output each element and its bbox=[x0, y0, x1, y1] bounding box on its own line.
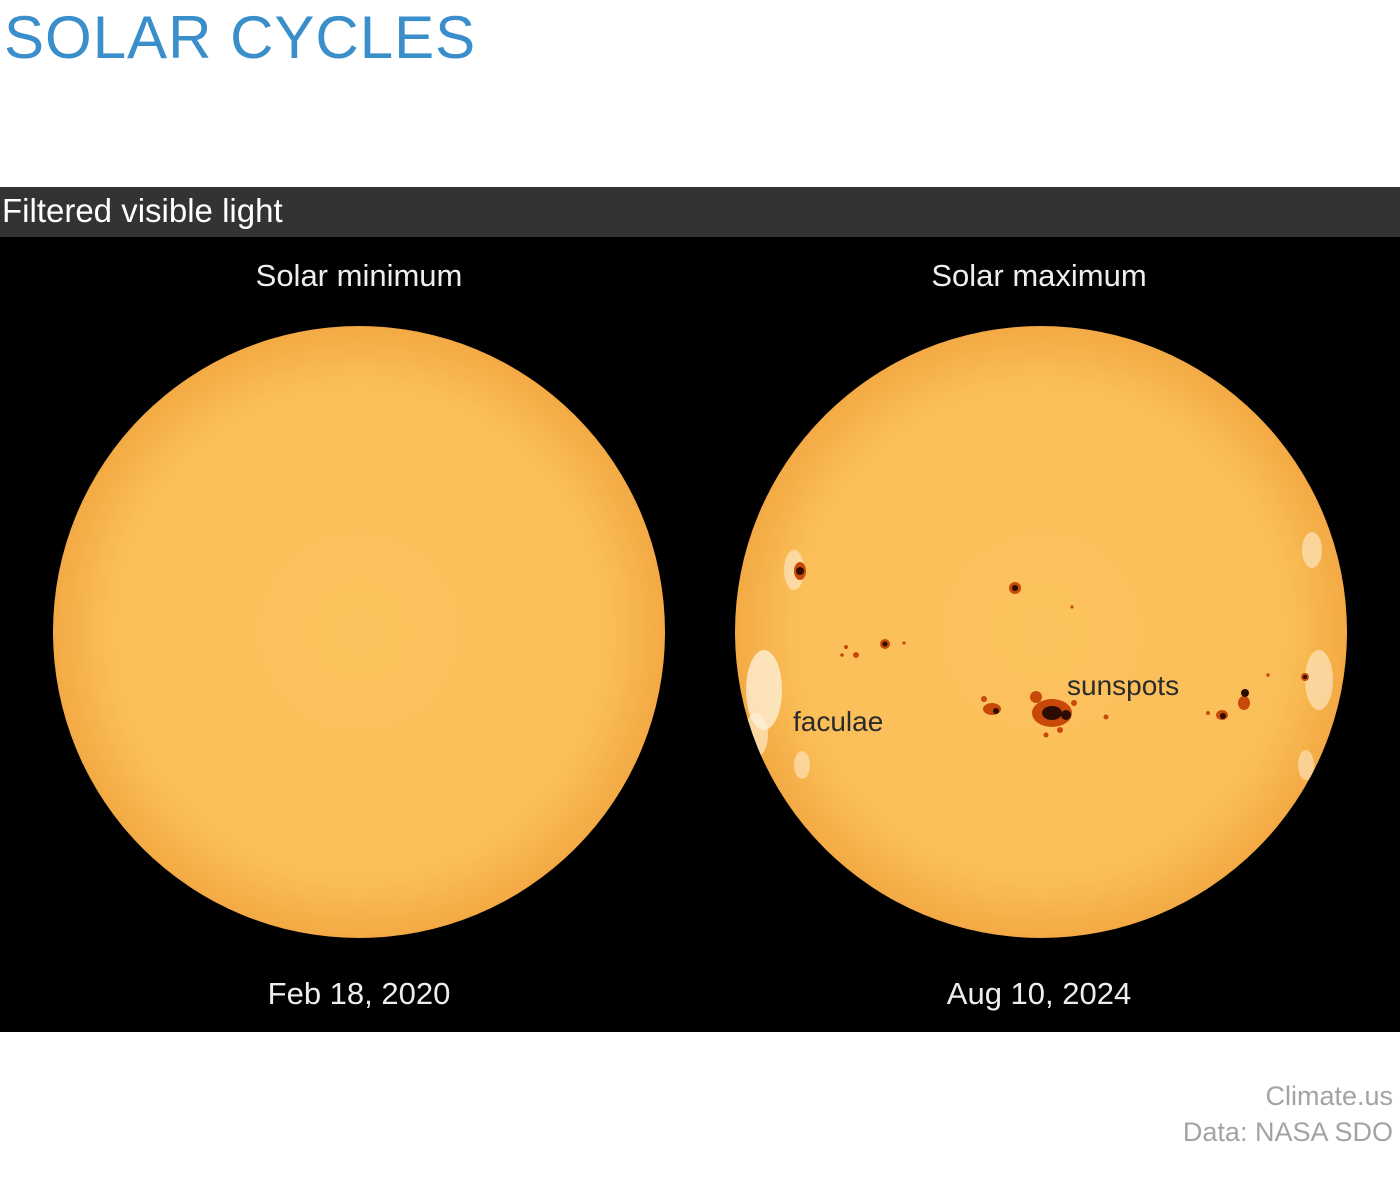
sunspots-label: sunspots bbox=[1067, 670, 1180, 701]
sunspot-groups bbox=[794, 562, 1309, 738]
sun-image-maximum bbox=[734, 325, 1348, 939]
solar-maximum-date: Aug 10, 2024 bbox=[946, 976, 1132, 1011]
solar-minimum-heading: Solar minimum bbox=[255, 258, 463, 293]
solar-maximum-heading: Solar maximum bbox=[931, 258, 1147, 293]
faculae-regions bbox=[744, 532, 1333, 780]
source-credit: Climate.us bbox=[1265, 1081, 1393, 1111]
sun-image-minimum bbox=[52, 325, 666, 939]
faculae-label: faculae bbox=[793, 706, 884, 737]
sun-disk bbox=[735, 326, 1347, 938]
section-band: Filtered visible light bbox=[0, 187, 1400, 237]
solar-minimum-date: Feb 18, 2020 bbox=[267, 976, 451, 1011]
page-title: SOLAR CYCLES bbox=[4, 4, 477, 71]
section-label: Filtered visible light bbox=[2, 192, 283, 229]
data-credit: Data: NASA SDO bbox=[1182, 1117, 1393, 1147]
sun-disk bbox=[53, 326, 665, 938]
